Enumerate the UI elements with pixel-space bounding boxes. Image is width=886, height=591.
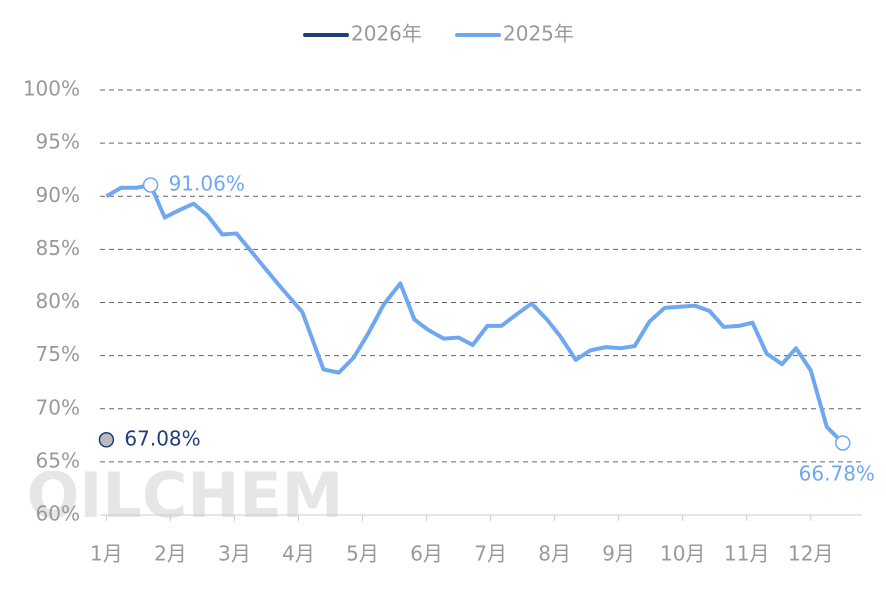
x-tick-label: 4月	[282, 542, 315, 566]
x-tick-label: 2月	[154, 542, 187, 566]
data-label: 66.78%	[799, 461, 875, 485]
legend-label: 2026年	[351, 22, 422, 46]
y-tick-label: 95%	[36, 130, 80, 154]
point-marker	[98, 432, 115, 448]
x-tick-label: 3月	[218, 542, 251, 566]
legend-label: 2025年	[503, 22, 574, 46]
data-label: 91.06%	[169, 171, 245, 195]
y-tick-label: 65%	[36, 448, 80, 472]
point-marker	[835, 435, 851, 451]
x-tick-label: 11月	[724, 542, 769, 566]
x-tick-label: 1月	[90, 542, 123, 566]
series-line	[105, 182, 845, 445]
watermark: OILCHEM	[27, 459, 344, 532]
x-tick-label: 10月	[660, 542, 705, 566]
x-tick-label: 8月	[538, 542, 571, 566]
y-tick-label: 80%	[36, 289, 80, 313]
y-tick-label: 75%	[36, 342, 80, 366]
y-tick-label: 90%	[36, 183, 80, 207]
y-tick-label: 85%	[36, 236, 80, 260]
point-marker	[142, 177, 159, 193]
y-tick-label: 60%	[36, 502, 80, 526]
x-tick-label: 7月	[474, 542, 507, 566]
y-tick-label: 70%	[36, 395, 80, 419]
y-tick-label: 100%	[23, 77, 80, 101]
x-tick-label: 9月	[602, 542, 635, 566]
data-label: 67.08%	[124, 426, 200, 450]
x-tick-label: 6月	[410, 542, 443, 566]
x-tick-label: 12月	[788, 542, 833, 566]
x-tick-label: 5月	[346, 542, 379, 566]
